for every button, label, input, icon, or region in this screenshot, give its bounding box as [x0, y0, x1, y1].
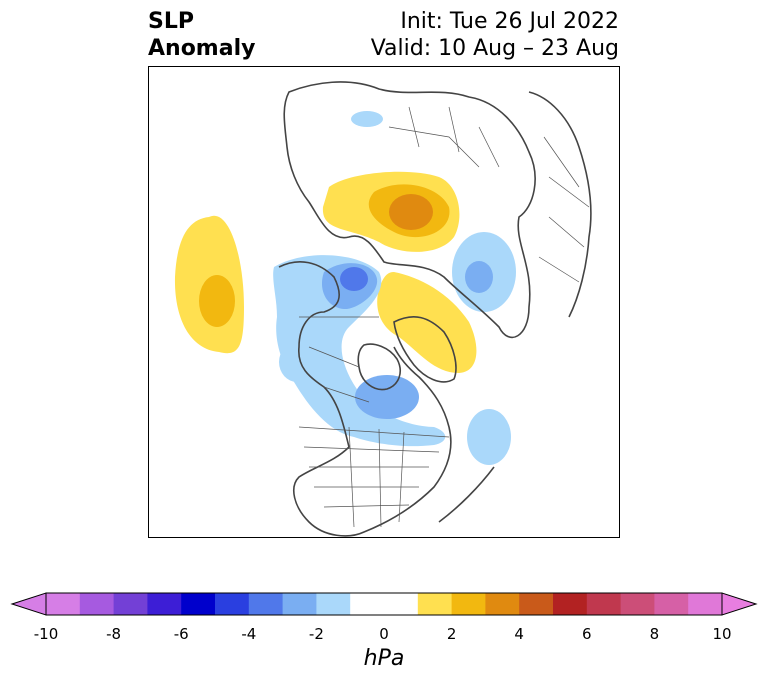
anomaly-siberia-low-core	[465, 261, 493, 293]
anomaly-barents-kara-high-core	[389, 194, 433, 230]
coastlines	[278, 81, 592, 537]
colorbar-bin	[350, 593, 419, 615]
valid-range: Valid: 10 Aug – 23 Aug	[370, 36, 619, 61]
map-title: SLP Anomaly	[148, 8, 255, 62]
colorbar-bin	[553, 593, 588, 615]
anomaly-arctic-low	[351, 111, 383, 127]
state-borders	[298, 106, 590, 528]
colorbar-tick-label: -6	[173, 625, 189, 643]
title-line-2: Anomaly	[148, 36, 256, 61]
colorbar-bin	[586, 593, 622, 615]
colorbar-bin	[248, 593, 284, 615]
anomaly-beaufort-low	[273, 255, 446, 447]
colorbar-bin	[46, 593, 81, 615]
map-panel	[148, 66, 620, 538]
colorbar-tick-label: 6	[582, 625, 592, 643]
colorbar-tick-label: 10	[712, 625, 732, 643]
colorbar-outline	[45, 592, 723, 616]
colorbar-bin	[79, 593, 115, 615]
colorbar-extend-low	[10, 592, 47, 616]
colorbar-bin	[215, 593, 250, 615]
colorbar-tick-label: 4	[514, 625, 524, 643]
anomaly-north-pacific-high-core	[199, 275, 235, 327]
colorbar-tick-label: 0	[379, 625, 389, 643]
colorbar-bin	[485, 593, 520, 615]
colorbar-bin	[181, 593, 216, 615]
colorbar-extend-high	[721, 592, 758, 616]
colorbar-unit: hPa	[363, 646, 405, 671]
anomaly-north-atlantic-low	[467, 409, 511, 465]
colorbar-bin	[451, 593, 486, 615]
colorbar-bin	[282, 593, 317, 615]
slp-anomaly-map	[174, 81, 592, 537]
colorbar-bin	[620, 593, 655, 615]
colorbar-tick-label: -2	[308, 625, 324, 643]
colorbar-bin	[113, 593, 148, 615]
colorbar-tick-label: 8	[649, 625, 660, 643]
colorbar-tick-label: -10	[33, 625, 59, 643]
init-date: Init: Tue 26 Jul 2022	[400, 9, 619, 34]
colorbar-tick-label: -4	[241, 625, 257, 643]
colorbar	[10, 592, 758, 616]
colorbar-bin	[654, 593, 689, 615]
colorbar-bin	[417, 593, 453, 615]
title-line-1: SLP	[148, 9, 194, 34]
colorbar-bin	[316, 593, 351, 615]
colorbar-tick-label: 2	[446, 625, 457, 643]
colorbar-bins	[46, 593, 723, 615]
date-info: Init: Tue 26 Jul 2022 Valid: 10 Aug – 23…	[371, 8, 619, 62]
colorbar-bin	[688, 593, 723, 615]
anomaly-beaufort-low-core	[340, 267, 368, 291]
colorbar-bin	[147, 593, 182, 615]
colorbar-tick-label: -8	[106, 625, 122, 643]
colorbar-bin	[519, 593, 554, 615]
